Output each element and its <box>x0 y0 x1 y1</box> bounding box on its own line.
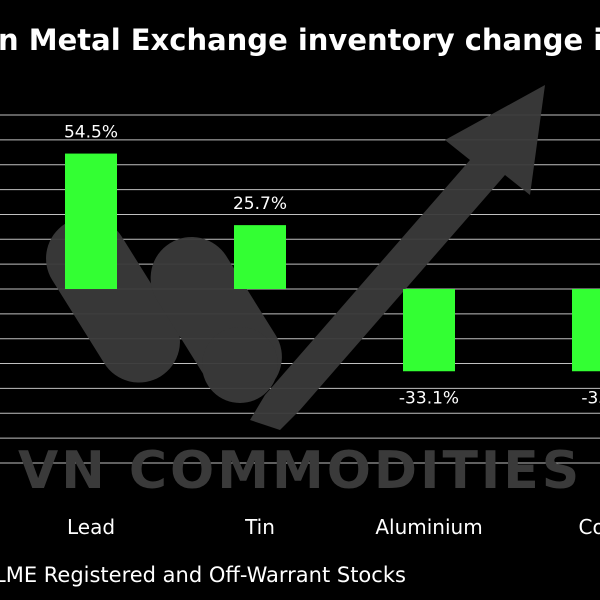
value-label: -33.1% <box>399 388 459 408</box>
bar-tin <box>234 225 286 289</box>
watermark-arrow <box>250 85 545 430</box>
bar-lead <box>65 153 117 289</box>
chart-title: n Metal Exchange inventory change i <box>0 23 600 57</box>
category-labels: Lead Tin Aluminium Cop <box>67 515 600 539</box>
category-label: Lead <box>67 515 115 539</box>
category-label: Aluminium <box>375 515 482 539</box>
watermark-dot <box>202 327 278 403</box>
value-label: 25.7% <box>233 194 287 214</box>
value-labels: 54.5% 25.7% -33.1% -33. <box>64 123 600 409</box>
chart-footnote: LME Registered and Off-Warrant Stocks <box>0 563 406 587</box>
category-label: Tin <box>244 515 275 539</box>
value-label: 54.5% <box>64 123 118 143</box>
category-label: Cop <box>579 515 600 539</box>
bar-aluminium <box>403 289 455 372</box>
bar-cop <box>572 289 600 372</box>
value-label: -33. <box>581 388 600 408</box>
watermark-text: VN COMMODITIES <box>18 441 582 501</box>
bars <box>65 153 600 372</box>
